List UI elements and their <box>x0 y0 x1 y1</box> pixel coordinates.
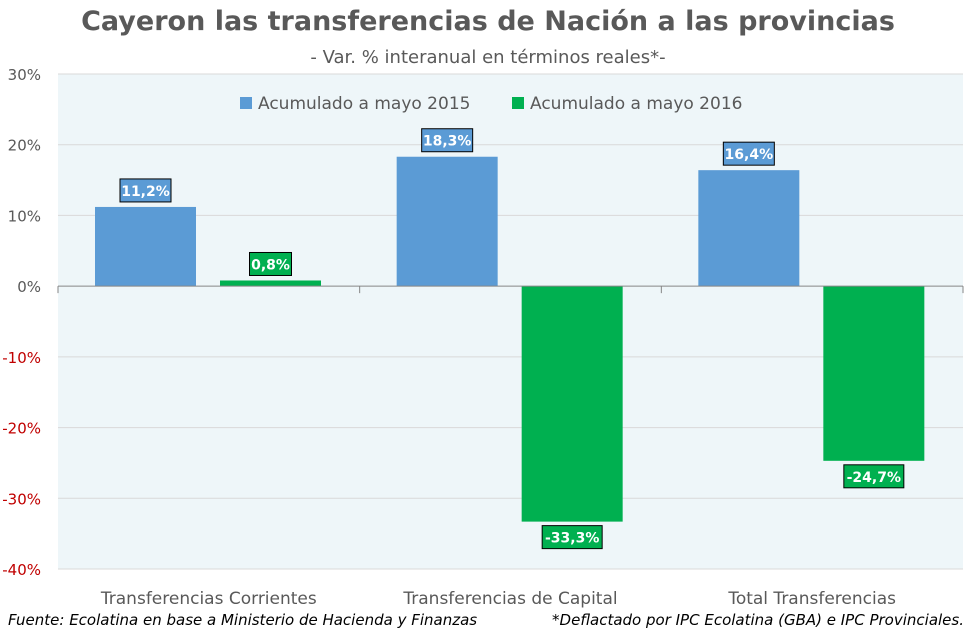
data-label: 16,4% <box>725 147 774 163</box>
data-label: 18,3% <box>423 134 472 150</box>
legend-label: Acumulado a mayo 2015 <box>258 94 470 114</box>
data-label-box <box>421 128 474 153</box>
y-tick-label: 20% <box>8 137 41 155</box>
y-tick-label: 0% <box>17 278 41 296</box>
data-label-box <box>541 525 603 550</box>
bar <box>698 170 800 287</box>
y-tick-label: -40% <box>2 561 41 579</box>
x-tick-label: Total Transferencias <box>727 589 896 609</box>
data-label-box <box>722 141 775 166</box>
y-tick-label: -10% <box>2 349 41 367</box>
deflation-note: *Deflactado por IPC Ecolatina (GBA) e IP… <box>552 611 964 629</box>
legend-swatch <box>512 97 524 109</box>
data-label: 0,8% <box>251 257 290 273</box>
bar <box>95 206 196 287</box>
data-label: -24,7% <box>847 470 901 486</box>
data-label-box <box>249 251 292 276</box>
data-label-box <box>119 178 172 203</box>
data-label: -33,3% <box>545 531 599 547</box>
bar <box>220 280 321 287</box>
chart-title: Cayeron las transferencias de Nación a l… <box>81 6 895 37</box>
y-tick-label: 10% <box>8 207 41 225</box>
plot-area <box>58 74 963 569</box>
legend-swatch <box>240 97 252 109</box>
y-tick-label: -30% <box>2 490 41 508</box>
bar <box>823 286 925 461</box>
data-label: 11,2% <box>121 184 170 200</box>
bar <box>521 286 623 522</box>
chart-subtitle: - Var. % interanual en términos reales*- <box>310 47 666 68</box>
x-tick-label: Transferencias Corrientes <box>100 589 317 609</box>
source-note: Fuente: Ecolatina en base a Ministerio d… <box>8 611 478 629</box>
bar <box>396 156 498 287</box>
legend-label: Acumulado a mayo 2016 <box>530 94 742 114</box>
y-tick-label: -20% <box>2 420 41 438</box>
data-label-box <box>843 464 905 489</box>
x-tick-label: Transferencias de Capital <box>402 589 617 609</box>
y-tick-label: 30% <box>8 66 41 84</box>
